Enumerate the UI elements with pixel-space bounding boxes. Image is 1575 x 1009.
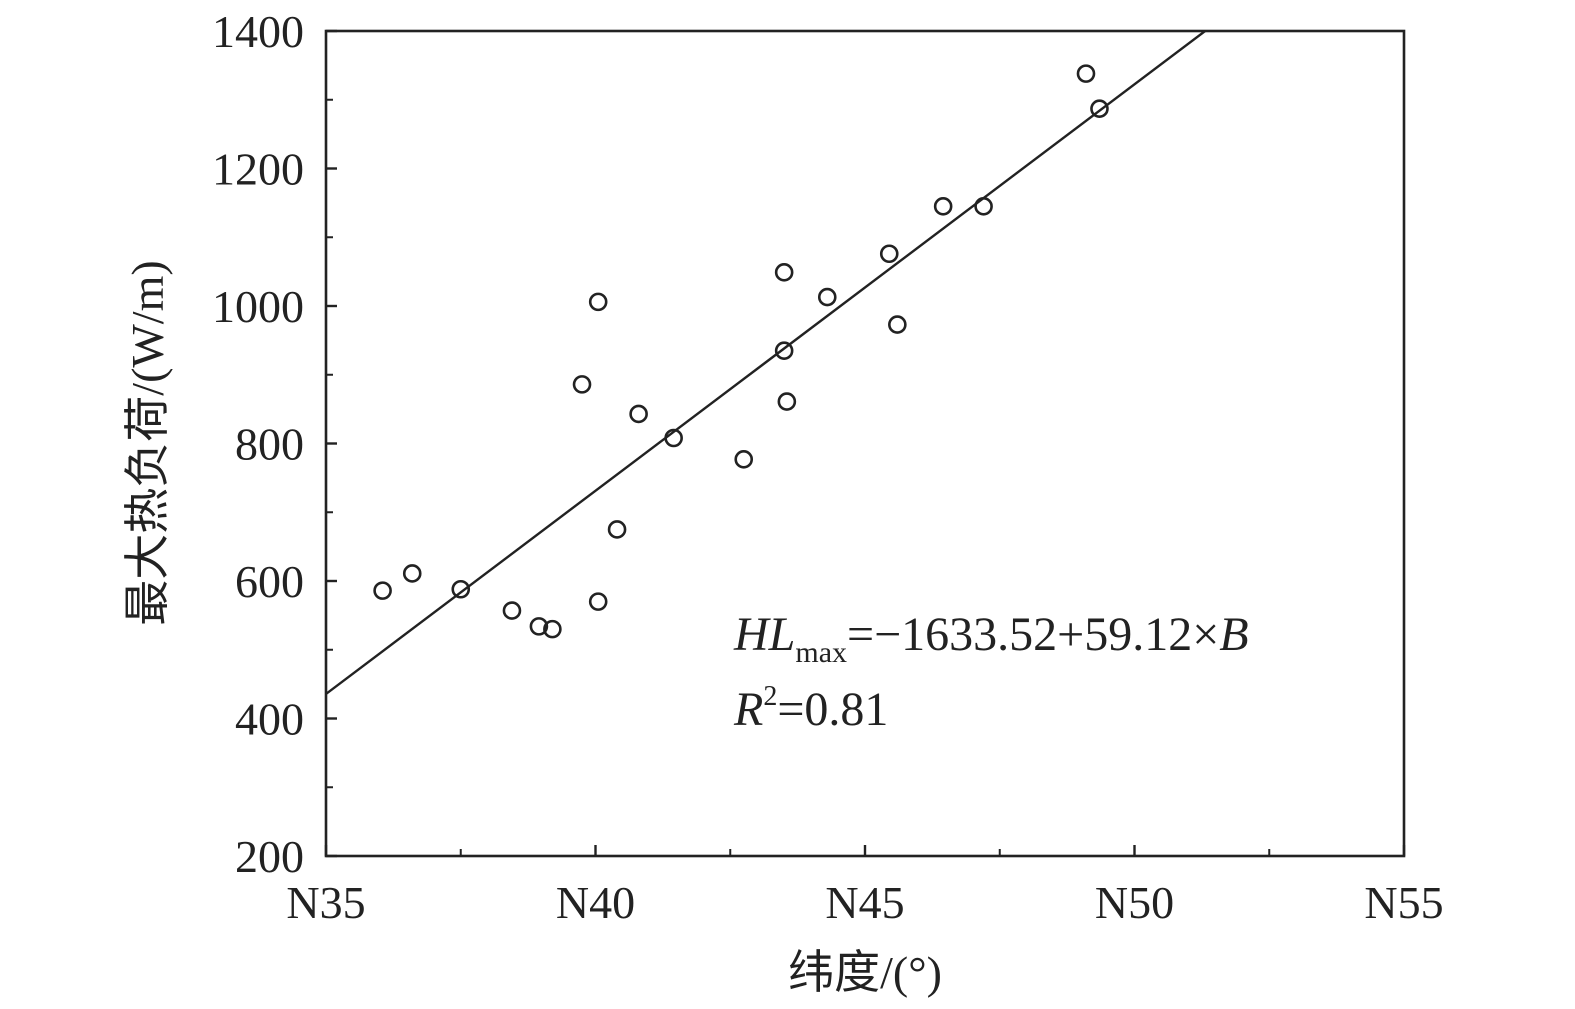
equation-subscript: max xyxy=(795,636,847,669)
x-tick-label: N40 xyxy=(556,877,635,928)
data-point xyxy=(629,404,648,424)
y-tick-label: 800 xyxy=(235,419,304,470)
data-point xyxy=(974,197,993,216)
x-tick-label: N55 xyxy=(1364,877,1443,928)
data-point xyxy=(888,315,907,334)
regression-equation: HLmax=−1633.52+59.12×B xyxy=(733,608,1249,669)
x-axis-tick-labels: N35 N40 N45 N50 N55 xyxy=(286,877,1443,928)
y-tick-label: 1200 xyxy=(212,144,304,195)
data-point xyxy=(777,392,797,411)
y-axis-tick-labels: 200 400 600 800 1000 1200 1400 xyxy=(212,6,304,882)
y-tick-label: 400 xyxy=(235,694,304,745)
y-tick-label: 1000 xyxy=(212,281,304,332)
y-axis-title: 最大热负荷/(W/m) xyxy=(122,260,173,625)
y-tick-label: 200 xyxy=(235,831,304,882)
data-point xyxy=(933,197,953,216)
r-squared-superscript: 2 xyxy=(763,681,777,712)
r-squared-symbol: R xyxy=(733,683,763,736)
x-tick-label: N45 xyxy=(825,877,904,928)
data-point xyxy=(607,520,627,539)
data-point xyxy=(734,450,754,469)
data-point xyxy=(572,375,592,394)
data-point xyxy=(774,263,794,282)
equation-lhs: HL xyxy=(733,608,795,661)
data-point xyxy=(588,292,608,312)
data-point xyxy=(502,601,522,620)
x-tick-label: N50 xyxy=(1095,877,1174,928)
r-squared-label: R2=0.81 xyxy=(733,681,888,736)
equation-rhs: =−1633.52+59.12× xyxy=(847,608,1219,661)
data-point xyxy=(1076,64,1096,83)
data-point xyxy=(373,581,392,600)
data-point xyxy=(1090,99,1109,118)
plot-frame xyxy=(324,29,1406,858)
r-squared-value: =0.81 xyxy=(777,683,888,736)
data-point xyxy=(817,287,837,307)
data-point xyxy=(588,592,608,611)
y-tick-label: 1400 xyxy=(212,6,304,57)
x-axis-title: 纬度/(°) xyxy=(788,947,942,998)
data-point xyxy=(879,244,899,264)
data-point xyxy=(543,619,562,639)
regression-line xyxy=(326,31,1208,695)
data-point xyxy=(774,341,794,360)
data-point xyxy=(664,428,683,448)
data-point xyxy=(451,579,471,599)
data-point xyxy=(402,564,422,583)
data-point xyxy=(529,617,549,636)
equation-variable: B xyxy=(1219,608,1248,661)
y-tick-label: 600 xyxy=(235,556,304,607)
x-tick-label: N35 xyxy=(286,877,365,928)
data-points xyxy=(373,64,1109,639)
